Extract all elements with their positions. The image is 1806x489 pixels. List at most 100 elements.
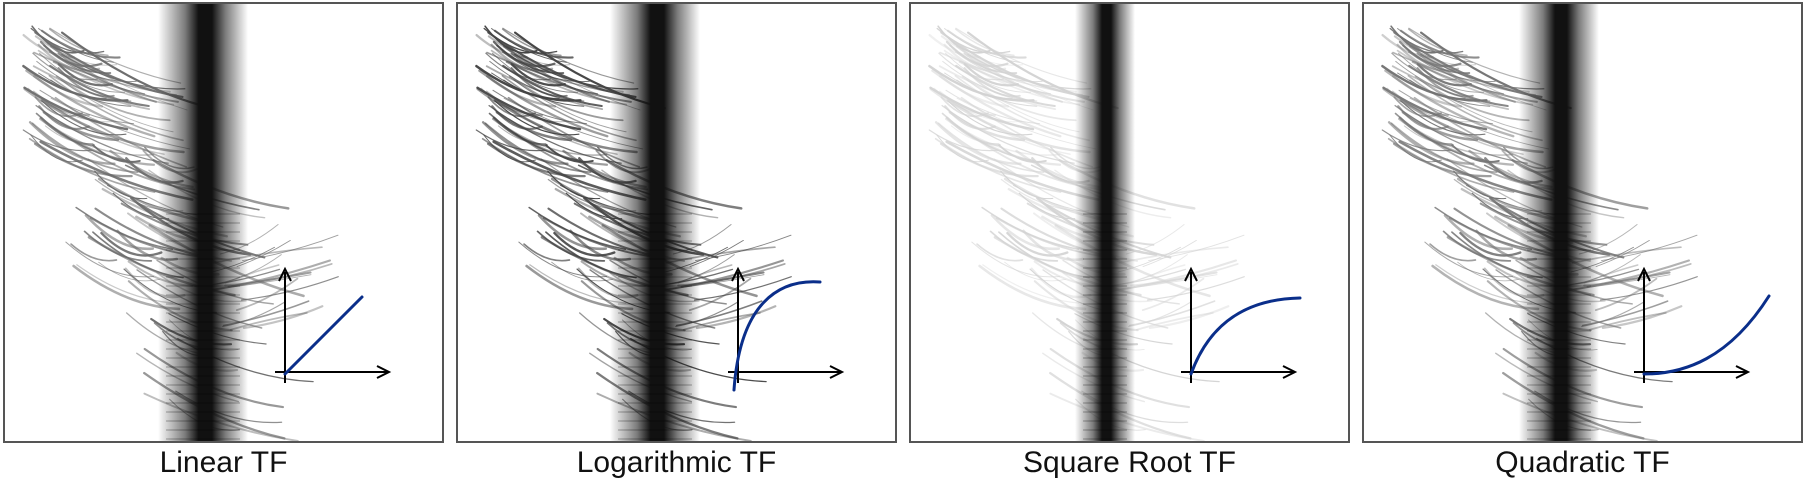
streak-line	[946, 99, 1091, 154]
streak-line	[1146, 276, 1245, 301]
streak-line	[1392, 51, 1537, 96]
streak-line	[948, 111, 1026, 142]
streak-line	[940, 31, 1090, 98]
streak-line	[934, 137, 1062, 193]
panel-caption: Quadratic TF	[1495, 446, 1670, 479]
streak-line	[1391, 65, 1510, 110]
streak-line	[937, 122, 1045, 174]
streak-line	[23, 87, 90, 117]
streak-line	[32, 52, 98, 81]
streak-line	[949, 44, 1018, 74]
streak-line	[931, 69, 1062, 138]
streak-line	[25, 69, 156, 138]
streak-line	[978, 264, 1087, 311]
streak-line	[1396, 43, 1460, 72]
streak-line	[50, 79, 107, 100]
dense-band	[610, 4, 700, 441]
streak-line	[1397, 52, 1485, 93]
streak-line	[1403, 125, 1453, 145]
streak-line	[928, 64, 1035, 102]
streak-line	[492, 116, 548, 147]
streak-line	[1453, 170, 1507, 200]
streak-line	[484, 122, 592, 174]
streak-line	[1599, 276, 1698, 301]
volume-render	[475, 4, 845, 441]
streak-line	[28, 137, 156, 193]
streak-line	[1414, 75, 1530, 122]
streak-line	[936, 27, 1011, 54]
streak-line	[1382, 87, 1449, 117]
transfer-function-curve	[1642, 294, 1771, 376]
streak-line	[37, 49, 175, 106]
streak-line	[485, 52, 551, 81]
streak-line	[960, 96, 1094, 168]
streak-line	[1398, 89, 1494, 125]
streak-line	[1384, 69, 1515, 138]
streak-line	[943, 49, 1081, 106]
streak-line	[57, 67, 115, 98]
streak-line	[933, 87, 1023, 123]
streak-line	[240, 276, 339, 301]
streak-line	[1018, 192, 1076, 220]
streak-line	[1128, 300, 1216, 327]
streak-line	[510, 67, 568, 98]
streak-line	[98, 261, 160, 282]
streak-line	[954, 28, 1015, 57]
streak-line	[1416, 67, 1474, 98]
streak-line	[952, 43, 1024, 66]
streak-line	[1389, 134, 1442, 163]
streak-line	[551, 261, 613, 282]
streak-line	[1398, 116, 1454, 147]
streak-line	[481, 137, 609, 193]
streak-line	[1400, 100, 1486, 136]
streak-line	[954, 51, 1043, 83]
streak-line	[940, 35, 1077, 93]
axes-icon	[1181, 266, 1298, 383]
streak-line	[938, 65, 1057, 110]
streak-line	[963, 67, 1021, 98]
streak-line	[1006, 231, 1069, 257]
streak-line	[982, 264, 1080, 304]
streak-line	[503, 79, 560, 100]
streak-line	[49, 64, 150, 108]
streak-line	[928, 33, 981, 59]
streak-line	[950, 125, 1000, 145]
streak-line	[553, 231, 616, 257]
streak-line	[1130, 264, 1186, 284]
streak-line	[70, 243, 118, 262]
streak-line	[497, 125, 547, 145]
streak-line	[693, 276, 792, 301]
streak-line	[963, 63, 1019, 87]
streak-line	[956, 124, 1061, 156]
streak-line	[1000, 170, 1054, 200]
streak-line	[958, 60, 1085, 103]
streak-line	[939, 51, 1084, 96]
streak-line	[1130, 263, 1239, 287]
streak-line	[94, 170, 148, 200]
volume-render-frame	[1362, 2, 1803, 443]
streak-line	[695, 234, 792, 262]
streak-line	[938, 90, 1071, 155]
streak-line	[491, 52, 579, 93]
streak-line	[44, 125, 94, 145]
panel-caption: Linear TF	[159, 446, 288, 479]
streak-line	[947, 100, 1033, 136]
streak-line	[30, 134, 83, 163]
streak-line	[496, 44, 565, 74]
streak-line	[976, 243, 1024, 262]
volume-render-frame	[909, 2, 1350, 443]
panel-quadratic-tf: Quadratic TF	[1362, 0, 1806, 489]
streak-line	[695, 305, 777, 329]
streak-line	[1004, 261, 1066, 282]
streak-line	[501, 28, 562, 57]
streak-line	[937, 25, 991, 54]
streak-line	[22, 129, 93, 152]
streak-line	[1457, 261, 1519, 282]
streak-line	[1381, 33, 1434, 59]
streak-line	[492, 89, 588, 125]
panel-linear-tf: Linear TF	[3, 0, 448, 489]
streak-line	[33, 75, 104, 108]
streak-line	[486, 75, 557, 108]
transfer-function-curve	[732, 280, 822, 392]
streak-line	[944, 105, 996, 130]
